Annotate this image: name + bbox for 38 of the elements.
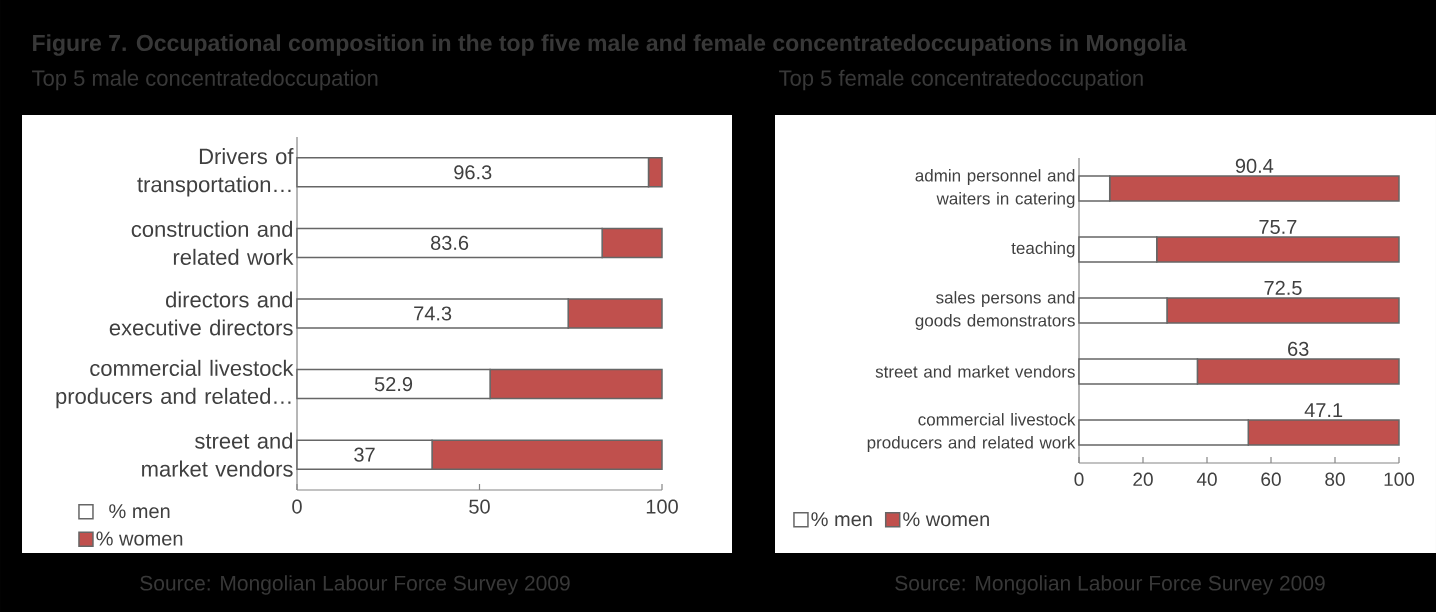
x-tick-label: 100	[1384, 472, 1415, 486]
x-tick-label: 0	[292, 499, 302, 514]
y-tick-label: street and market vendors	[142, 432, 293, 477]
legend-label: % men	[109, 504, 170, 519]
y-tick-label: directors and executive directors	[109, 291, 293, 336]
legend-label: % women	[96, 531, 183, 546]
data-label: 47.1	[1304, 403, 1343, 417]
chart-subtitle: Top 5 male concentratedoccupation	[32, 69, 378, 91]
y-tick-label: construction and related work	[131, 220, 294, 265]
y-tick-label: commercial livestock producers and related…	[56, 359, 294, 409]
source-note: Source: Mongolian Labour Force Survey 2009	[140, 575, 570, 595]
x-tick-label: 20	[1133, 472, 1153, 486]
legend-label: % men	[811, 512, 872, 527]
data-label: 83.6	[430, 235, 469, 250]
y-tick-label: teaching	[1011, 241, 1075, 258]
data-label: 72.5	[1264, 280, 1302, 295]
source-note: Source: Mongolian Labour Force Survey 2009	[895, 575, 1325, 595]
y-tick-label: sales persons and goods demonstrators	[915, 291, 1075, 330]
y-tick-label: street and market vendors	[875, 365, 1075, 378]
x-tick-label: 60	[1261, 472, 1281, 486]
data-label: 75.7	[1259, 220, 1297, 234]
x-tick-label: 40	[1196, 472, 1217, 486]
data-label: 96.3	[454, 165, 492, 180]
x-tick-label: 100	[646, 499, 678, 514]
y-tick-label: admin personnel and waiters in catering	[915, 169, 1075, 208]
x-tick-label: 50	[469, 499, 490, 514]
data-label: 37	[354, 447, 375, 462]
data-label: 52.9	[374, 377, 413, 392]
data-label: 74.3	[414, 306, 452, 321]
data-label: 63	[1288, 341, 1309, 356]
y-tick-label: commercial livestock producers and related work	[867, 413, 1076, 452]
chart-title: Figure 7. Occupational composition in the top five male and female concentratedoccupations in Mongolia	[33, 34, 1187, 56]
legend-label: % women	[903, 512, 989, 527]
x-tick-label: 80	[1325, 472, 1345, 486]
y-tick-label: Drivers of transportation…	[137, 148, 294, 197]
chart-subtitle: Top 5 female concentratedoccupation	[779, 69, 1143, 91]
x-tick-label: 0	[1074, 472, 1084, 486]
data-label: 90.4	[1235, 158, 1274, 173]
